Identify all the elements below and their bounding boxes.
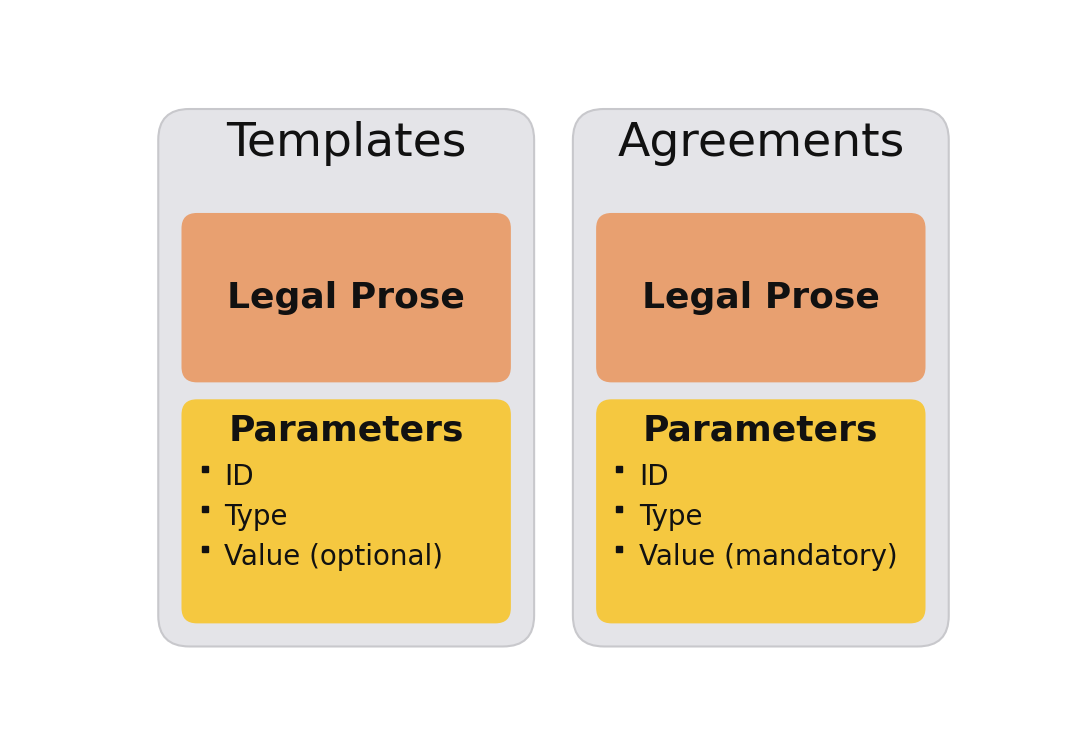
FancyBboxPatch shape — [181, 213, 511, 382]
Text: Legal Prose: Legal Prose — [227, 280, 465, 315]
Text: Templates: Templates — [226, 120, 467, 165]
FancyBboxPatch shape — [572, 109, 948, 646]
Text: Agreements: Agreements — [617, 120, 904, 165]
Text: ID: ID — [638, 463, 669, 491]
Text: Value (optional): Value (optional) — [225, 543, 443, 571]
Text: ID: ID — [225, 463, 254, 491]
FancyBboxPatch shape — [159, 109, 535, 646]
Text: Parameters: Parameters — [229, 413, 464, 447]
Text: Value (mandatory): Value (mandatory) — [638, 543, 897, 571]
Text: Type: Type — [225, 503, 287, 531]
Text: Legal Prose: Legal Prose — [642, 280, 880, 315]
Text: Parameters: Parameters — [643, 413, 878, 447]
FancyBboxPatch shape — [596, 213, 926, 382]
FancyBboxPatch shape — [181, 399, 511, 623]
Text: Type: Type — [638, 503, 702, 531]
FancyBboxPatch shape — [596, 399, 926, 623]
